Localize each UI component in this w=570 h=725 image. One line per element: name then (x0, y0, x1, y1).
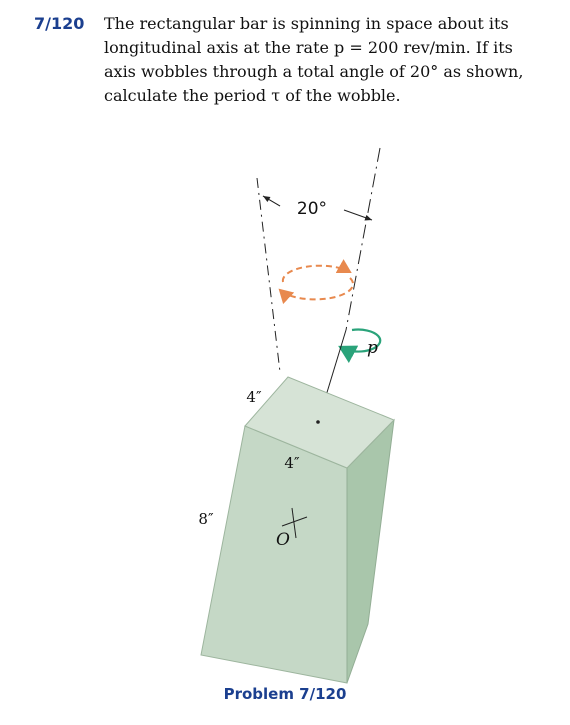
problem-line: longitudinal axis at the rate p = 200 re… (104, 38, 513, 57)
front-width-label: 4″ (284, 454, 300, 472)
problem-line: axis wobbles through a total angle of 20… (104, 62, 524, 81)
axis-top-point (316, 420, 320, 424)
spin-arrow: p (338, 328, 382, 363)
wobble-arrow (278, 259, 354, 305)
top-width-label: 4″ (246, 388, 262, 406)
height-label: 8″ (198, 510, 214, 528)
problem-line: calculate the period τ of the wobble. (104, 86, 401, 105)
rate-label: p (367, 338, 378, 358)
figure-caption: Problem 7/120 (223, 685, 347, 703)
angle-label: 20° (297, 199, 327, 219)
rectangular-bar (200, 376, 395, 684)
center-of-mass: O (276, 507, 308, 550)
problem-text: The rectangular bar is spinning in space… (104, 12, 559, 108)
bar-axis-dashed (345, 147, 381, 331)
center-label: O (276, 530, 290, 550)
problem-number: 7/120 (34, 14, 85, 33)
problem-line: The rectangular bar is spinning in space… (104, 14, 509, 33)
angle-dimension: 20° (262, 195, 373, 221)
bar-front-face (200, 425, 348, 684)
vertical-reference-axis (256, 177, 281, 373)
